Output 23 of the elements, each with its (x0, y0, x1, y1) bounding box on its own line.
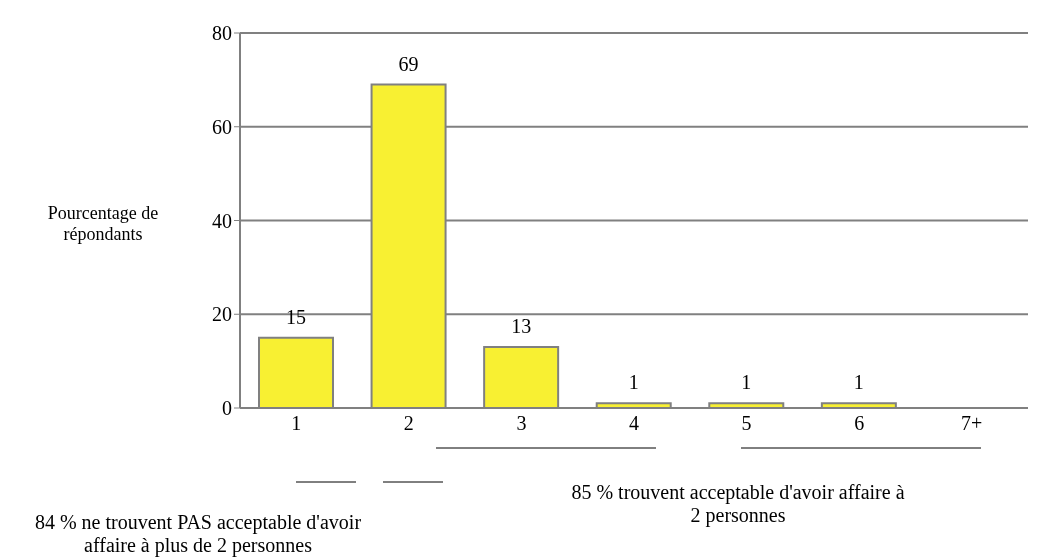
x-tick-label: 5 (741, 412, 752, 435)
data-label: 69 (398, 52, 419, 75)
x-tick-label: 6 (854, 412, 865, 435)
y-tick-label: 20 (212, 303, 232, 326)
data-label: 1 (628, 371, 639, 394)
y-tick-label: 0 (222, 397, 232, 420)
text: 84 % ne trouvent PAS acceptable d'avoir affaire à plus de 2 personnes (33, 511, 363, 557)
x-tick-label: 1 (291, 412, 302, 435)
x-tick-label: 7+ (961, 412, 983, 435)
x-tick-label: 3 (516, 412, 527, 435)
y-axis-title: Pourcentage de répondants (46, 203, 160, 245)
data-label: 1 (741, 371, 752, 394)
y-tick-label: 60 (212, 115, 232, 138)
y-tick-label: 80 (212, 22, 232, 45)
bar (483, 346, 560, 408)
bar (258, 336, 334, 408)
data-label: 13 (511, 315, 532, 338)
x-tick-label: 2 (403, 412, 414, 435)
data-label: 1 (853, 371, 864, 394)
y-tick-label: 40 (212, 209, 232, 232)
data-label: 15 (286, 305, 306, 328)
x-tick-label: 4 (629, 412, 639, 435)
text: 85 % trouvent acceptable d'avoir affaire à 2 personnes (570, 481, 906, 527)
